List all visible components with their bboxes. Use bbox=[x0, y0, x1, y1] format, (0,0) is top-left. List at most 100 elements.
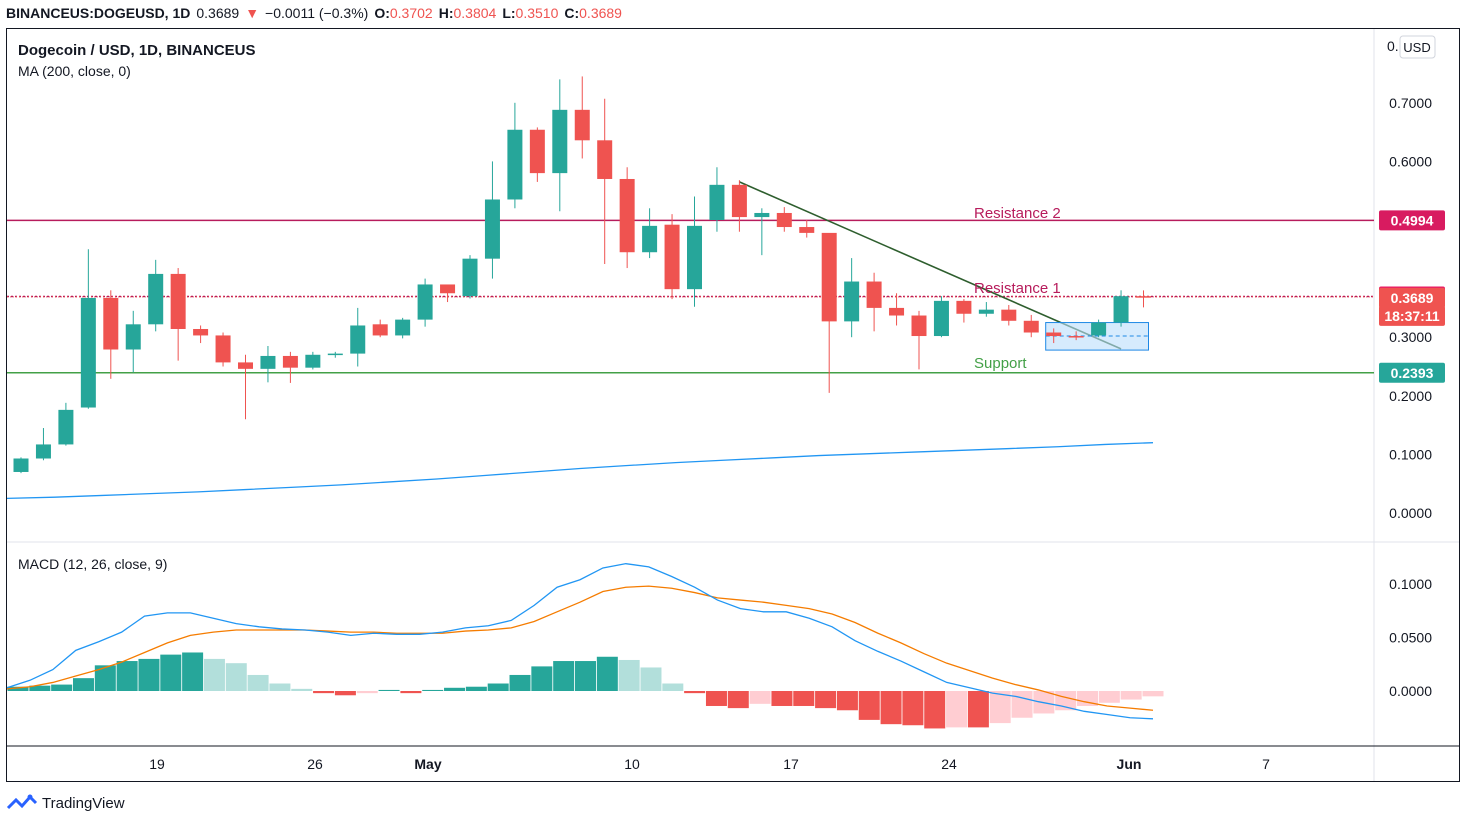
macd-histogram-bar bbox=[727, 691, 749, 709]
downtrend-line bbox=[739, 181, 1122, 350]
price-axis-label: 0.6000 bbox=[1389, 153, 1432, 169]
macd-histogram-bar bbox=[160, 654, 182, 691]
macd-axis-label: 0.1000 bbox=[1389, 576, 1432, 592]
candle-body bbox=[776, 212, 792, 228]
candle-body bbox=[1091, 322, 1107, 336]
macd-histogram-bar bbox=[378, 689, 400, 691]
candle-body bbox=[103, 297, 119, 350]
candle-body bbox=[1136, 296, 1151, 298]
macd-histogram-bar bbox=[313, 691, 335, 694]
candle bbox=[978, 302, 994, 317]
resistance-1-label: Resistance 1 bbox=[974, 280, 1061, 297]
candle-body bbox=[552, 109, 568, 174]
candle-body bbox=[58, 409, 74, 445]
ma-200-polyline bbox=[6, 442, 1154, 499]
resistance-2-label: Resistance 2 bbox=[974, 205, 1061, 222]
support-label: Support bbox=[974, 355, 1027, 372]
candle bbox=[1001, 304, 1017, 326]
candle-body bbox=[13, 458, 29, 472]
macd-histogram-bar bbox=[1120, 691, 1142, 700]
candle-body bbox=[664, 224, 680, 290]
candle bbox=[1023, 314, 1039, 338]
candle-body bbox=[305, 354, 321, 368]
chart-frame[interactable] bbox=[6, 28, 1460, 782]
ma-200-line bbox=[6, 442, 1154, 499]
candle bbox=[956, 299, 972, 323]
price-tag-label: 0.2393 bbox=[1391, 365, 1434, 381]
candle-body bbox=[507, 129, 523, 200]
candle-body bbox=[215, 335, 231, 363]
macd-histogram-bar bbox=[225, 663, 247, 691]
macd-histogram-bar bbox=[247, 674, 269, 691]
candle bbox=[395, 317, 411, 339]
price-axis-label: 0.7000 bbox=[1389, 95, 1432, 111]
macd-histogram-bar bbox=[815, 691, 837, 709]
candle bbox=[417, 278, 433, 327]
macd-pane bbox=[6, 563, 1164, 729]
candle bbox=[1068, 331, 1084, 341]
price-tag-bg bbox=[1379, 362, 1445, 383]
macd-histogram-bar bbox=[771, 691, 793, 706]
price-tag-bg bbox=[1379, 210, 1445, 231]
price-axis-top-partial: 0. bbox=[1387, 38, 1399, 54]
symbol-label[interactable]: BINANCEUS:DOGEUSD, 1D bbox=[6, 5, 191, 21]
high-label: H: bbox=[438, 5, 454, 21]
macd-histogram-bar bbox=[116, 661, 138, 691]
price-tag-label: 0.4994 bbox=[1391, 212, 1434, 228]
candle-body bbox=[1001, 309, 1017, 321]
candle bbox=[1136, 290, 1151, 308]
candle bbox=[103, 290, 119, 379]
macd-histogram-bar bbox=[684, 691, 706, 694]
price-axis-label: 0.0000 bbox=[1389, 505, 1432, 521]
ma-legend: MA (200, close, 0) bbox=[18, 63, 131, 79]
macd-histogram-bar bbox=[989, 691, 1011, 724]
candle bbox=[13, 457, 29, 474]
macd-histogram-bar bbox=[967, 691, 989, 728]
candle bbox=[58, 402, 74, 446]
candle bbox=[507, 102, 523, 209]
macd-histogram-bar bbox=[509, 674, 531, 691]
close-value: 0.3689 bbox=[579, 5, 622, 21]
candle bbox=[709, 167, 725, 232]
macd-histogram-bar bbox=[793, 691, 815, 706]
price-tag-bg bbox=[1379, 287, 1445, 308]
candle-body bbox=[844, 281, 860, 322]
price-axis-label: 0.3000 bbox=[1389, 329, 1432, 345]
macd-histogram-bar bbox=[946, 691, 968, 728]
candle bbox=[372, 319, 388, 338]
macd-histogram-bar bbox=[400, 691, 422, 694]
macd-histogram-bar bbox=[334, 691, 356, 696]
macd-histogram-bar bbox=[1098, 691, 1120, 703]
candle-body bbox=[687, 225, 702, 290]
chart-title: Dogecoin / USD, 1D, BINANCEUS bbox=[18, 42, 256, 59]
tradingview-logo[interactable]: TradingView bbox=[6, 794, 125, 812]
candle bbox=[799, 220, 815, 238]
macd-histogram-bar bbox=[444, 687, 466, 691]
macd-histogram-bar bbox=[356, 691, 378, 694]
macd-histogram-bar bbox=[640, 667, 662, 691]
open-label: O: bbox=[374, 5, 390, 21]
time-axis-label: May bbox=[414, 756, 441, 772]
candles bbox=[13, 76, 1151, 474]
macd-histogram-bar bbox=[269, 683, 291, 691]
macd-histogram-bar bbox=[51, 684, 73, 691]
price-tag-bg bbox=[1379, 305, 1445, 326]
candle-body bbox=[1068, 336, 1084, 338]
low-value: 0.3510 bbox=[515, 5, 559, 21]
candle-body bbox=[372, 324, 388, 336]
candle bbox=[552, 79, 568, 212]
currency-badge[interactable] bbox=[1399, 35, 1436, 59]
macd-histogram-bar bbox=[662, 683, 684, 691]
candle-body bbox=[1023, 320, 1039, 333]
macd-histogram-bar bbox=[1142, 691, 1164, 697]
tradingview-icon bbox=[6, 794, 38, 810]
macd-line bbox=[6, 563, 1154, 720]
candle-body bbox=[1113, 296, 1129, 323]
candle bbox=[215, 332, 231, 367]
candle bbox=[597, 98, 613, 264]
candle bbox=[125, 310, 141, 373]
candle-body bbox=[193, 328, 209, 336]
candle-body bbox=[238, 362, 253, 369]
last-price: 0.3689 bbox=[196, 5, 240, 21]
